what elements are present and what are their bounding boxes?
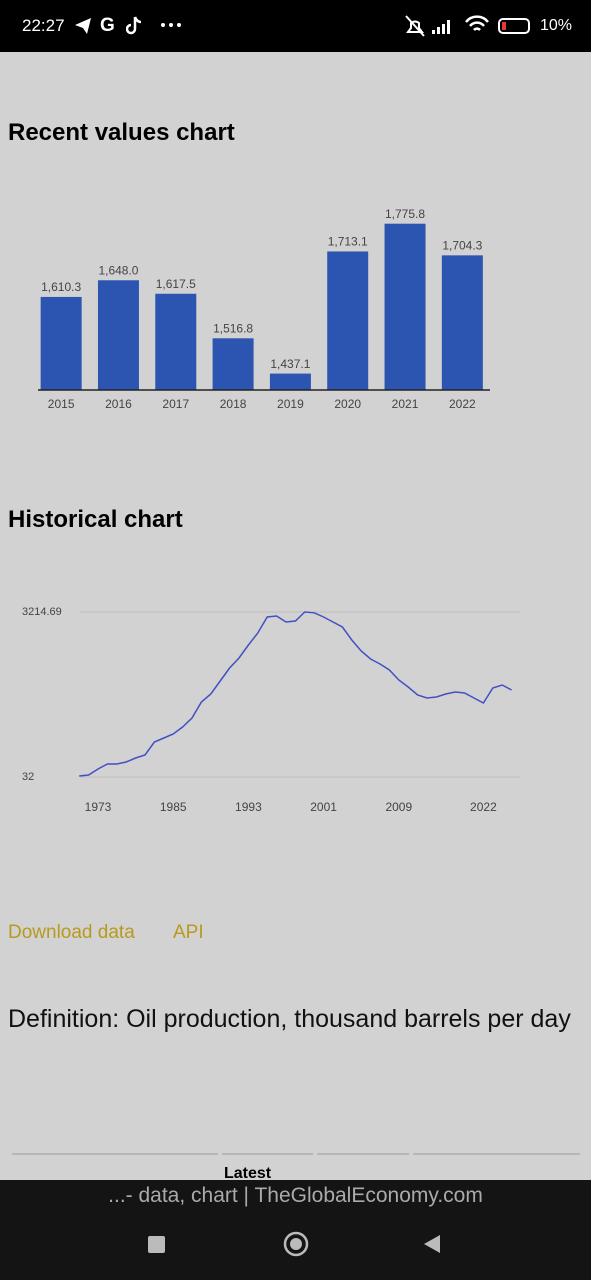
line-chart: 32 3214.69 1973 1985 1993 2001 2009 2022 <box>22 606 520 814</box>
value-label: 1,713.1 <box>328 235 368 249</box>
x-tick-label: 2022 <box>470 800 497 814</box>
bar <box>384 223 426 390</box>
x-tick-label: 2019 <box>277 397 304 411</box>
time: 22:27 <box>22 16 65 35</box>
app-icon: G <box>100 15 115 36</box>
value-label: 1,704.3 <box>442 239 482 253</box>
y-tick-label: 3214.69 <box>22 606 62 618</box>
telegram-icon <box>75 18 91 34</box>
bar <box>97 280 139 390</box>
status-bar: 22:27 G 10% <box>0 0 591 52</box>
battery-level: 10% <box>540 17 573 34</box>
x-tick-label: 2018 <box>220 397 247 411</box>
x-tick-label: 1985 <box>160 800 187 814</box>
value-label: 1,617.5 <box>156 277 196 291</box>
system-icons <box>405 15 530 37</box>
back-button[interactable] <box>424 1235 440 1253</box>
section-heading: Historical chart <box>8 506 183 533</box>
bar <box>155 293 197 390</box>
bar <box>441 255 483 390</box>
home-button[interactable] <box>283 1231 309 1257</box>
line-series <box>79 611 512 777</box>
bar <box>269 373 311 390</box>
value-label: 1,775.8 <box>385 207 425 221</box>
value-label: 1,516.8 <box>213 321 253 335</box>
api-link[interactable]: API <box>173 922 204 943</box>
recents-button[interactable] <box>148 1236 165 1253</box>
bar <box>212 338 254 390</box>
x-tick-label: 1993 <box>235 800 262 814</box>
bar <box>327 251 369 390</box>
table-header: Latest <box>224 1165 272 1182</box>
value-label: 1,648.0 <box>98 263 138 277</box>
page-title: ...- data, chart | TheGlobalEconomy.com <box>108 1184 483 1207</box>
value-label: 1,610.3 <box>41 280 81 294</box>
bar-chart: 1,610.3 2015 1,648.0 2016 1,617.5 2017 1,516.8… <box>38 207 490 411</box>
nav-buttons <box>148 1231 440 1257</box>
x-tick-label: 2021 <box>392 397 419 411</box>
x-tick-label: 2017 <box>162 397 189 411</box>
x-tick-label: 1973 <box>85 800 112 814</box>
x-tick-label: 2015 <box>48 397 75 411</box>
section-heading: Recent values chart <box>8 119 235 146</box>
value-label: 1,437.1 <box>270 357 310 371</box>
x-tick-label: 2016 <box>105 397 132 411</box>
x-tick-label: 2009 <box>385 800 412 814</box>
x-tick-label: 2022 <box>449 397 476 411</box>
bar <box>40 296 82 390</box>
x-tick-label: 2001 <box>310 800 337 814</box>
table-rules <box>12 1153 580 1155</box>
definition: Definition: Oil production, thousand bar… <box>8 1005 571 1033</box>
download-link[interactable]: Download data <box>8 922 135 943</box>
browser-bar: ...- data, chart | TheGlobalEconomy.com <box>0 1180 591 1280</box>
more-icon <box>161 23 181 27</box>
x-tick-label: 2020 <box>334 397 361 411</box>
tiktok-icon <box>126 16 142 35</box>
y-tick-label: 32 <box>22 771 34 783</box>
